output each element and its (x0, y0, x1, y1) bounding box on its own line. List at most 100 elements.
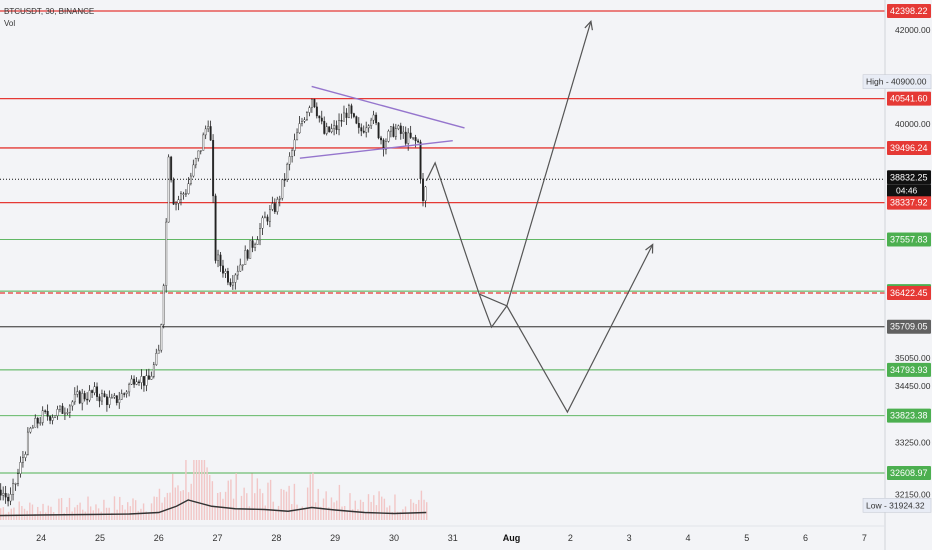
level-axis-label: 42398.22 (890, 6, 928, 16)
volume-bar (50, 506, 52, 520)
candle (340, 113, 343, 127)
projection-arrowhead (584, 19, 593, 31)
volume-bar (13, 507, 15, 520)
candle (286, 162, 289, 183)
volume-bar (394, 494, 396, 520)
candle (244, 245, 247, 265)
level-axis-label: 39496.24 (890, 143, 928, 153)
candle (12, 478, 15, 501)
volume-bar (182, 490, 184, 520)
volume-bar (132, 498, 134, 520)
volume-bar (142, 503, 145, 520)
candle (19, 456, 22, 478)
candle (172, 177, 175, 206)
volume-bar (304, 508, 306, 520)
volume-bar (280, 488, 282, 520)
candle (224, 268, 227, 279)
candle (318, 115, 321, 123)
candle (306, 111, 308, 121)
candle (64, 407, 66, 421)
volume-bar (410, 499, 412, 520)
volume-bar (185, 460, 187, 520)
volume-bar (113, 496, 116, 520)
projection-bullish_path[interactable] (425, 21, 592, 329)
volume-bar (124, 509, 126, 520)
candle (385, 138, 387, 155)
candle (165, 218, 168, 293)
volume-bar (418, 499, 420, 520)
volume-bar (177, 485, 179, 520)
candle (288, 152, 291, 171)
triangle-upper-trendline[interactable] (311, 85, 465, 129)
candle (81, 388, 84, 411)
volume-bar (264, 505, 266, 520)
candle (147, 368, 150, 380)
volume-bar (10, 508, 12, 520)
candle (41, 406, 44, 426)
volume-bar (224, 491, 227, 520)
level-axis-label: 36422.45 (890, 288, 928, 298)
volume-bar (158, 488, 161, 520)
x-tick-label: 31 (448, 533, 458, 543)
volume-bar (338, 484, 341, 520)
candle (162, 283, 165, 329)
candle (93, 382, 96, 396)
volume-bar (354, 500, 356, 520)
price-tick-label: 40000.00 (895, 119, 931, 129)
candle (382, 138, 385, 157)
level-axis-label: 35709.05 (890, 322, 928, 332)
x-tick-label: 24 (36, 533, 46, 543)
triangle-lower-trendline[interactable] (299, 140, 453, 159)
volume-bar (179, 491, 182, 520)
volume-bar (140, 508, 142, 520)
candle (234, 273, 237, 290)
candle (22, 450, 24, 468)
volume-bar (190, 483, 192, 520)
volume-bar (256, 478, 259, 520)
volume-bar (298, 508, 301, 520)
volume-bar (232, 498, 235, 520)
volume-bar (248, 506, 251, 520)
candle (293, 133, 296, 157)
volume-bar (111, 512, 113, 520)
candle (108, 390, 111, 409)
candle (357, 117, 360, 134)
volume-bar (171, 473, 174, 520)
candle (83, 390, 86, 402)
symbol-title: BTCUSDT, 30, BINANCE (4, 7, 94, 16)
projection-bearish_path[interactable] (478, 244, 654, 414)
candle (0, 483, 2, 501)
candle (73, 387, 76, 405)
candle (180, 191, 182, 206)
volume-bar (399, 512, 401, 520)
x-tick-label: 27 (213, 533, 223, 543)
candle (182, 191, 185, 200)
x-tick-label: 2 (568, 533, 573, 543)
x-tick-label: 3 (627, 533, 632, 543)
volume-bar (325, 491, 327, 520)
candle (78, 389, 81, 405)
candle (375, 112, 378, 126)
volume-bar (84, 511, 87, 520)
candle (192, 159, 195, 178)
volume-bar (23, 508, 26, 520)
candle (424, 185, 427, 208)
candle (66, 408, 69, 416)
candle (140, 369, 143, 390)
candle (214, 193, 217, 264)
candle (219, 252, 222, 272)
volume-bar (254, 493, 256, 520)
candle (103, 390, 106, 398)
volume-bar (365, 512, 367, 520)
candle (185, 189, 187, 197)
volume-bar (330, 497, 333, 520)
volume-bar (251, 473, 253, 520)
candle (397, 124, 400, 131)
candle (241, 264, 244, 271)
volume-bar (412, 502, 415, 520)
volume-bar (129, 506, 132, 520)
volume-bar (100, 511, 102, 520)
volume-bar (71, 511, 73, 520)
